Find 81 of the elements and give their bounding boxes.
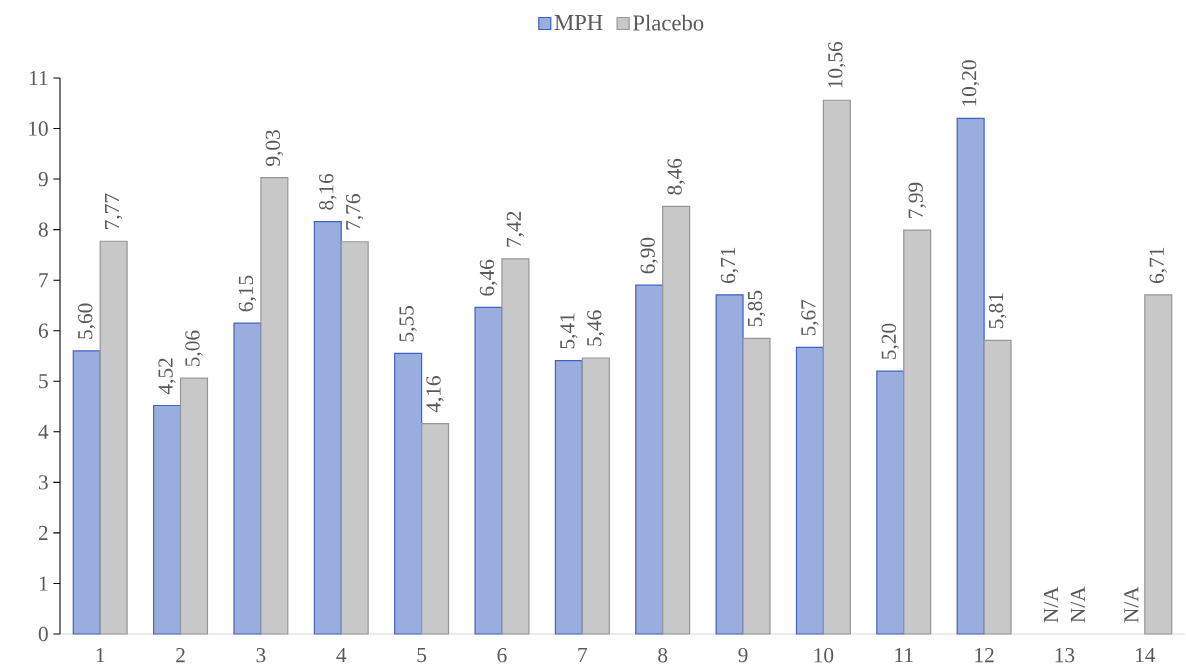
x-tick-label: 13 bbox=[1055, 648, 1075, 663]
y-tick-label: 4 bbox=[38, 424, 49, 439]
legend-label: MPH bbox=[554, 15, 603, 30]
data-label: 5,41 bbox=[560, 313, 578, 349]
data-label: 5,85 bbox=[747, 290, 766, 327]
bar bbox=[421, 423, 450, 635]
data-label: 6,71 bbox=[1149, 247, 1167, 283]
bar bbox=[822, 99, 851, 635]
x-tick-label: 10 bbox=[814, 648, 834, 663]
data-label: 5,67 bbox=[801, 299, 819, 336]
data-label: 7,77 bbox=[105, 193, 123, 229]
bar bbox=[715, 294, 744, 635]
data-label: 9,03 bbox=[265, 130, 284, 166]
x-tick-label: 5 bbox=[417, 648, 427, 663]
bar bbox=[1144, 294, 1173, 635]
y-tick-label: 7 bbox=[39, 273, 49, 288]
bar bbox=[554, 359, 583, 635]
data-label: 5,60 bbox=[78, 303, 96, 339]
y-tick-label: 8 bbox=[38, 222, 48, 237]
y-tick-label: 9 bbox=[38, 171, 48, 187]
bar bbox=[179, 377, 209, 635]
data-label: 8,46 bbox=[667, 158, 685, 195]
bar bbox=[903, 229, 932, 635]
data-label: 6,46 bbox=[479, 259, 498, 296]
y-tick-label: 3 bbox=[38, 475, 48, 490]
bar bbox=[795, 346, 824, 635]
data-label: 5,20 bbox=[881, 323, 900, 359]
data-label: 6,15 bbox=[238, 275, 257, 312]
x-tick-label: 2 bbox=[176, 648, 185, 663]
x-tick-label: 14 bbox=[1136, 648, 1156, 663]
data-label: 5,46 bbox=[587, 310, 605, 346]
bar bbox=[72, 350, 101, 635]
y-tick-label: 11 bbox=[29, 70, 48, 86]
data-label: 4,52 bbox=[158, 358, 176, 395]
x-tick-label: 7 bbox=[578, 648, 588, 662]
x-tick-label: 9 bbox=[738, 648, 748, 663]
text: N/A bbox=[1043, 586, 1059, 623]
data-label: 5,06 bbox=[185, 330, 203, 367]
x-tick-label: 12 bbox=[975, 648, 994, 663]
bar bbox=[635, 284, 664, 635]
x-tick-label: 4 bbox=[336, 648, 347, 663]
y-tick-label: 5 bbox=[39, 374, 48, 389]
x-tick-label: 8 bbox=[658, 648, 668, 663]
y-tick-label: 6 bbox=[38, 323, 48, 338]
text: N/A bbox=[1124, 586, 1139, 623]
bar bbox=[474, 306, 503, 635]
data-label: 7,99 bbox=[908, 182, 926, 218]
data-label: 6,90 bbox=[640, 237, 658, 274]
data-label: 10,20 bbox=[961, 60, 980, 106]
y-tick-label: 1 bbox=[39, 576, 48, 591]
bar bbox=[983, 339, 1012, 635]
data-label: 7,42 bbox=[506, 211, 525, 247]
data-label: 6,71 bbox=[720, 247, 739, 283]
x-tick-label: 1 bbox=[96, 648, 105, 663]
text: N/A bbox=[1070, 586, 1086, 623]
data-label: 5,55 bbox=[399, 306, 417, 342]
data-label: 10,56 bbox=[828, 41, 846, 88]
data-label: 4,16 bbox=[426, 376, 444, 413]
bar bbox=[956, 117, 985, 635]
bar bbox=[99, 240, 128, 635]
y-tick-label: 0 bbox=[38, 626, 48, 642]
bar bbox=[581, 357, 610, 635]
legend-label: Placebo bbox=[633, 14, 704, 31]
y-tick-label: 2 bbox=[38, 525, 48, 540]
bar bbox=[340, 241, 369, 635]
y-tick-label: 10 bbox=[29, 121, 48, 136]
bar bbox=[662, 205, 691, 635]
x-tick-label: 6 bbox=[497, 648, 507, 663]
data-label: 8,16 bbox=[319, 173, 337, 210]
data-label: 5,81 bbox=[988, 293, 1007, 329]
bar bbox=[153, 404, 182, 635]
x-tick-label: 11 bbox=[895, 648, 913, 663]
bar bbox=[742, 337, 771, 635]
bar bbox=[260, 176, 289, 635]
bar bbox=[501, 258, 530, 635]
bar bbox=[233, 322, 262, 635]
x-tick-label: 3 bbox=[256, 648, 266, 663]
data-label: 7,76 bbox=[346, 194, 364, 230]
bar bbox=[876, 370, 905, 635]
bar bbox=[313, 220, 342, 635]
bar bbox=[394, 352, 423, 635]
